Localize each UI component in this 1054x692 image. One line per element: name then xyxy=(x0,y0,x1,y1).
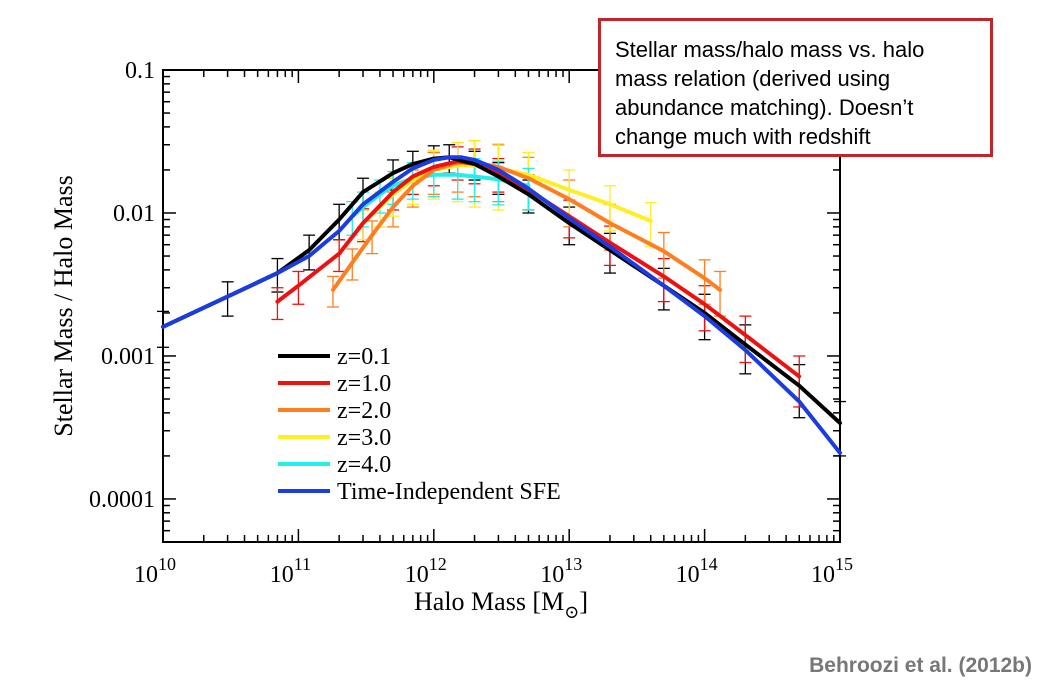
legend-label: Time-Independent SFE xyxy=(337,479,561,505)
x-axis-title-subscript: ⊙ xyxy=(564,602,579,622)
legend: z=0.1z=1.0z=2.0z=3.0z=4.0Time-Independen… xyxy=(278,344,561,505)
series-line xyxy=(161,155,842,425)
x-axis-title: Halo Mass [M⊙] xyxy=(414,587,588,622)
x-tick-label: 1011 xyxy=(270,554,311,588)
series-line xyxy=(161,155,842,455)
x-tick-label: 1012 xyxy=(405,554,447,588)
y-axis-title: Stellar Mass / Halo Mass xyxy=(49,175,78,436)
axis-tick-labels: 1010 1011 1012 1013 1014 1015 0.1 0.01 0.001 0.00… xyxy=(89,58,853,588)
legend-label: z=0.1 xyxy=(337,344,391,370)
x-tick-label: 1014 xyxy=(676,554,718,588)
x-tick-label: 1015 xyxy=(811,554,853,588)
x-tick-label: 1013 xyxy=(540,554,582,588)
annotation-text: Stellar mass/halo mass vs. halo mass rel… xyxy=(615,37,925,149)
y-tick-label: 0.001 xyxy=(101,344,155,370)
series-lines xyxy=(161,155,842,455)
legend-label: z=2.0 xyxy=(337,398,391,424)
y-tick-label: 0.0001 xyxy=(89,487,155,513)
y-tick-label: 0.1 xyxy=(125,58,155,84)
legend-label: z=1.0 xyxy=(337,371,391,397)
plot-frame xyxy=(162,69,841,543)
x-axis-title-close: ] xyxy=(579,587,588,616)
error-bars xyxy=(157,140,846,457)
annotation-box: Stellar mass/halo mass vs. halo mass rel… xyxy=(598,18,993,157)
legend-label: z=4.0 xyxy=(337,452,391,478)
y-tick-label: 0.01 xyxy=(113,201,155,227)
legend-label: z=3.0 xyxy=(337,425,391,451)
citation-credit: Behroozi et al. (2012b) xyxy=(809,654,1032,677)
x-tick-label: 1010 xyxy=(134,554,176,588)
